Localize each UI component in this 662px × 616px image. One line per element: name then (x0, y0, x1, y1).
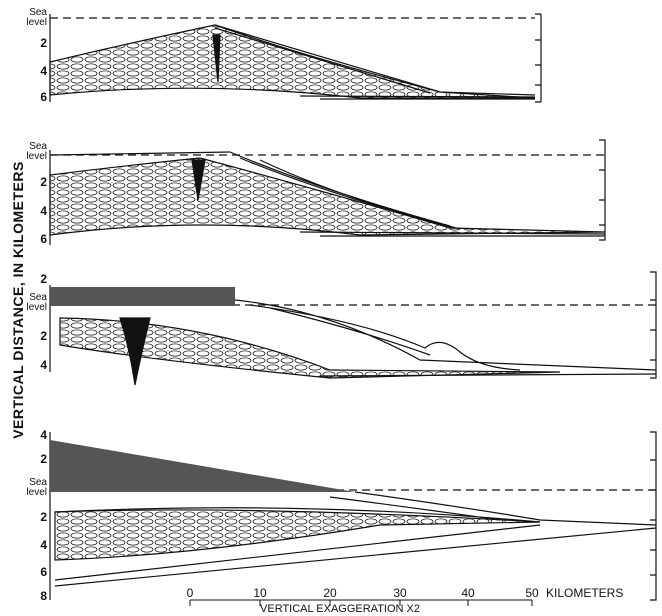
depth-label: 2 (40, 36, 47, 50)
depth-label: 6 (40, 90, 47, 104)
depth-label: 2 (40, 175, 47, 189)
scale-label: 20 (323, 586, 337, 600)
depth-label: 4 (40, 428, 47, 442)
depth-label: 4 (40, 64, 47, 78)
scale-label: 10 (253, 586, 267, 600)
depth-label: 2 (40, 272, 47, 286)
depth-label: 8 (40, 589, 47, 603)
depth-label: Sea level (26, 7, 47, 28)
scale-bar (189, 599, 533, 606)
scale-unit: KILOMETERS (546, 586, 624, 600)
depth-label: 2 (40, 510, 47, 524)
depth-label: Sea level (26, 477, 47, 498)
scale-label: 40 (461, 586, 475, 600)
depth-label: Sea level (26, 292, 47, 313)
depth-label: 4 (40, 358, 47, 372)
depth-label: Sea level (26, 141, 47, 162)
scale-label: 50 (525, 586, 539, 600)
depth-label: 2 (40, 329, 47, 343)
scale-label: 0 (186, 586, 194, 600)
scale-label: 30 (393, 586, 407, 600)
depth-label: 2 (40, 452, 47, 466)
depth-label: 4 (40, 538, 47, 552)
depth-label: 4 (40, 204, 47, 218)
note: VERTICAL EXAGGERATION X2 (260, 603, 420, 615)
depth-label: 6 (40, 232, 47, 246)
depth-label: 6 (40, 565, 47, 579)
